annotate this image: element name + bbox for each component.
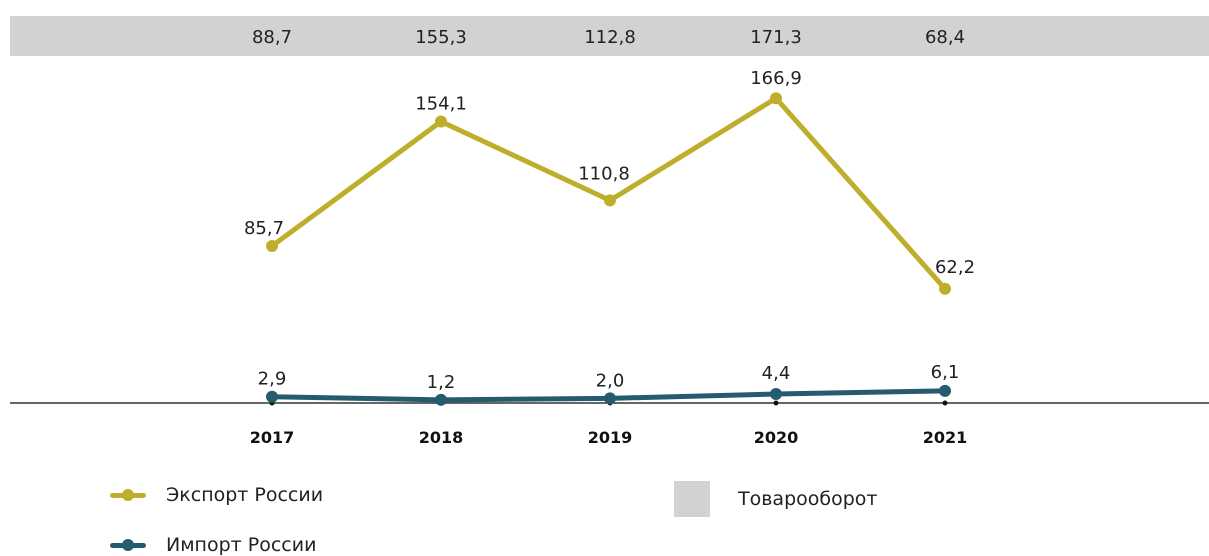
- import-point-2021: [939, 384, 951, 397]
- x-tick-label-2017: 2017: [250, 428, 295, 447]
- import-label-2020: 4,4: [762, 363, 791, 384]
- export-label-2020: 166,9: [750, 68, 802, 89]
- series-labels: 85,7 154,1 110,8 166,9 62,2 2,9 1,2 2,0 4,4 6,1: [244, 68, 975, 393]
- import-point-2018: [435, 393, 447, 406]
- turnover-labels: 88,7 155,3 112,8 171,3 68,4: [252, 27, 965, 48]
- x-tick-2020: [773, 400, 779, 406]
- turnover-strip: [10, 16, 1209, 56]
- turnover-label-2017: 88,7: [252, 27, 292, 48]
- legend-import-marker: [110, 538, 146, 551]
- line-chart: 88,7 155,3 112,8 171,3 68,4 2017 2018 2019 2020…: [10, 27, 1209, 447]
- legend-import: Импорт России: [110, 534, 316, 556]
- series-lines: [266, 92, 951, 406]
- import-point-2019: [604, 392, 616, 405]
- export-point-2021: [939, 282, 951, 295]
- turnover-label-2020: 171,3: [750, 27, 802, 48]
- export-label-2019: 110,8: [578, 163, 630, 184]
- legend-turnover-label: Товарооборот: [738, 488, 878, 510]
- legend-turnover: Товарооборот: [674, 481, 877, 517]
- import-label-2018: 1,2: [427, 372, 456, 393]
- turnover-label-2019: 112,8: [584, 27, 636, 48]
- legend-import-label: Импорт России: [166, 534, 317, 556]
- x-tick-2021: [942, 400, 948, 406]
- export-label-2021: 62,2: [935, 257, 975, 278]
- import-point-2020: [770, 387, 782, 400]
- export-label-2018: 154,1: [415, 94, 467, 115]
- import-label-2019: 2,0: [596, 370, 625, 391]
- legend-turnover-marker: [674, 481, 710, 517]
- turnover-label-2018: 155,3: [415, 27, 467, 48]
- export-point-2020: [770, 92, 782, 105]
- export-point-2017: [266, 240, 278, 253]
- export-line: [269, 95, 948, 292]
- x-tick-label-2019: 2019: [588, 428, 633, 447]
- x-tick-label-2021: 2021: [923, 428, 968, 447]
- export-point-2019: [604, 194, 616, 207]
- export-point-2018: [435, 115, 447, 128]
- x-tick-label-2020: 2020: [754, 428, 799, 447]
- legend-export-marker: [110, 488, 146, 501]
- import-label-2021: 6,1: [931, 362, 960, 383]
- x-axis-ticks: 2017 2018 2019 2020 2021: [250, 400, 968, 447]
- import-point-2017: [266, 390, 278, 403]
- x-tick-label-2018: 2018: [419, 428, 464, 447]
- export-label-2017: 85,7: [244, 218, 284, 239]
- legend-export-label: Экспорт России: [166, 484, 324, 506]
- legend-export: Экспорт России: [110, 484, 323, 506]
- turnover-label-2021: 68,4: [925, 27, 965, 48]
- import-label-2017: 2,9: [258, 369, 287, 390]
